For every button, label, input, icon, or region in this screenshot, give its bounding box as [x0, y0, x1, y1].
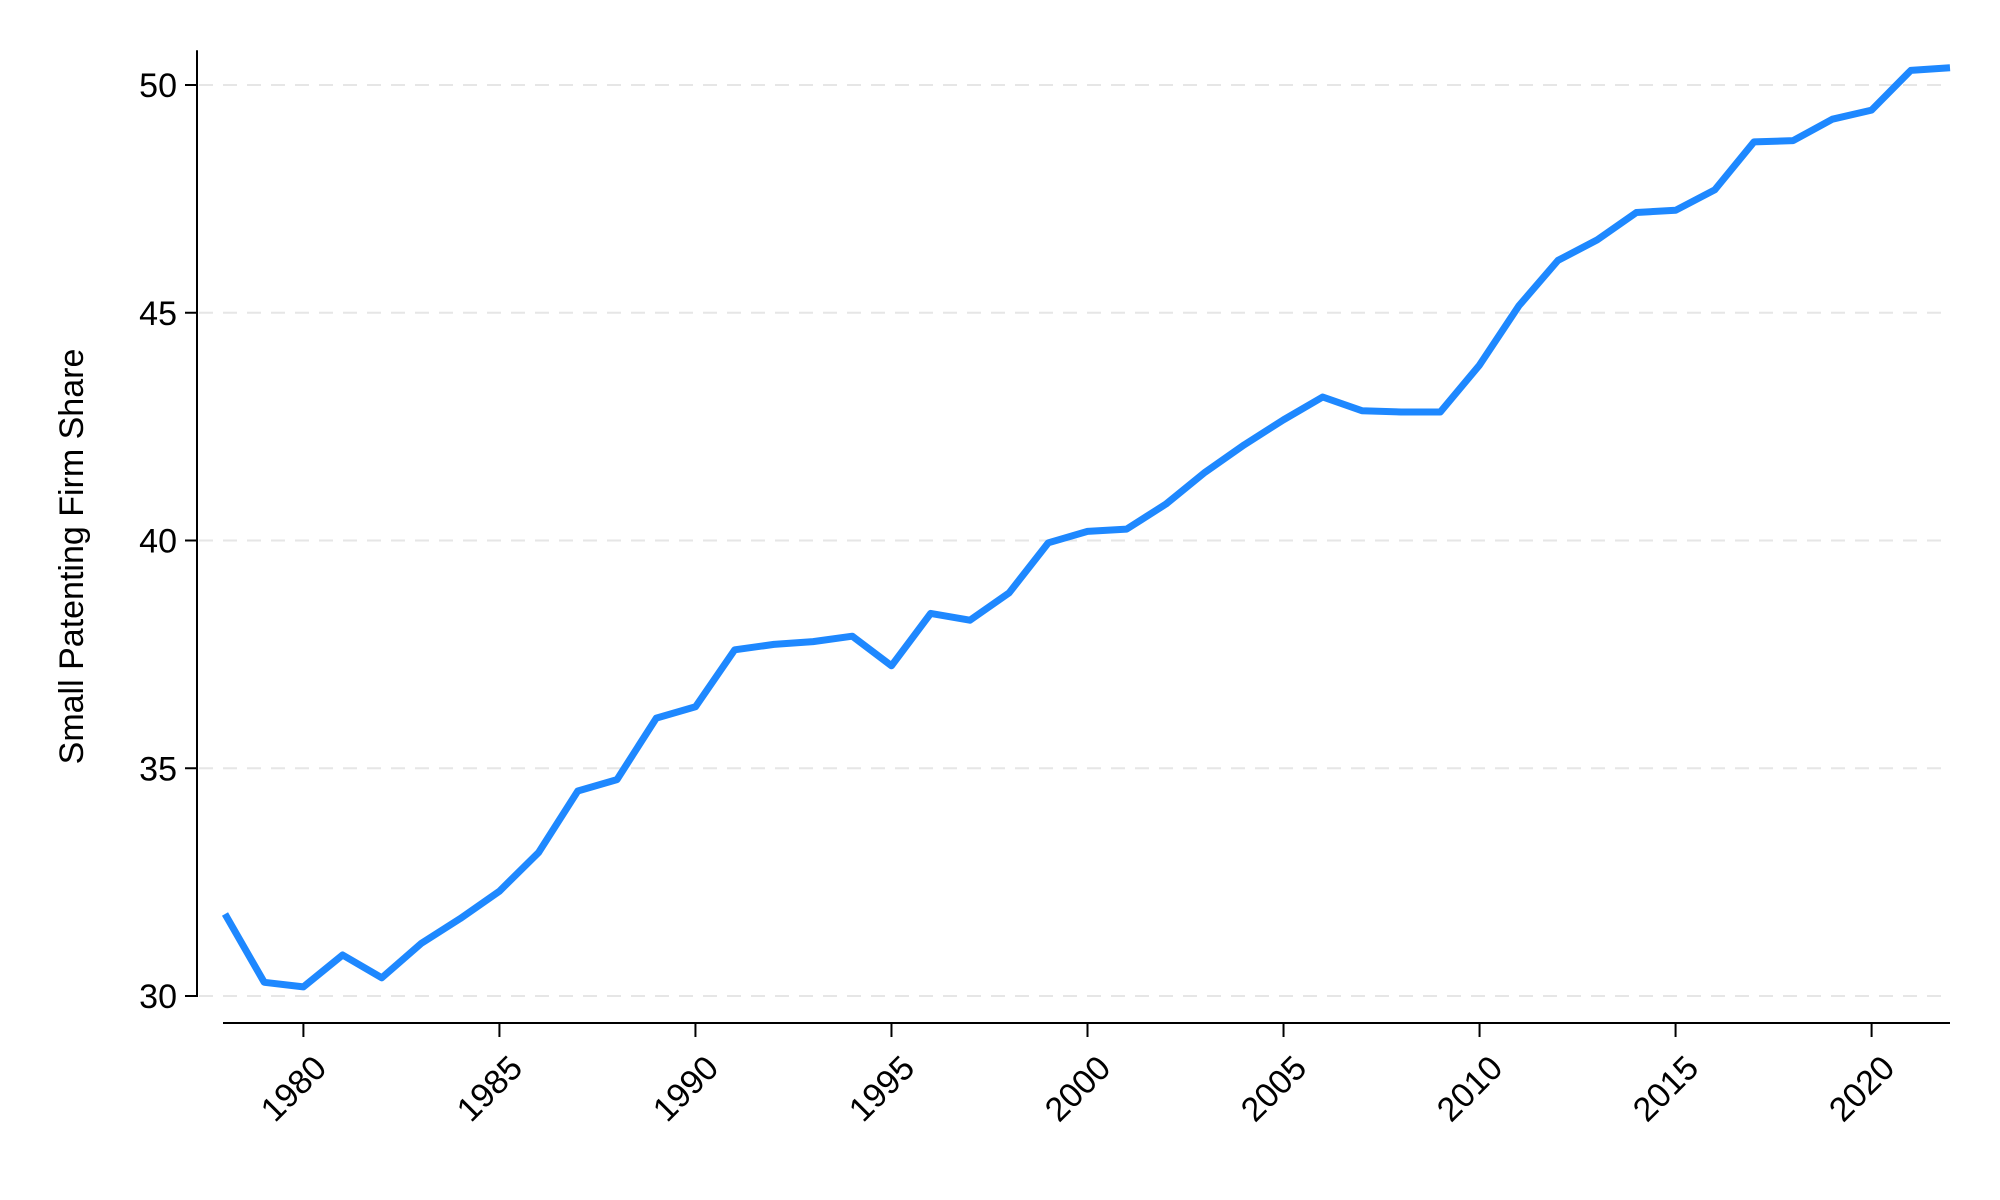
x-tick-label: 1995 [842, 1049, 922, 1129]
x-tick-label: 2000 [1038, 1049, 1118, 1129]
y-axis-title: Small Patenting Firm Share [53, 349, 91, 765]
x-tick-label: 1990 [646, 1049, 726, 1129]
y-tick-label: 45 [139, 295, 177, 333]
x-axis-ticks: 1980 1985 1990 1995 2000 2005 2010 2015 2020 [254, 1023, 1902, 1129]
grid-lines [199, 84, 1950, 997]
x-tick-label: 1980 [254, 1049, 334, 1129]
y-tick-label: 35 [139, 750, 177, 788]
x-tick-label: 2005 [1234, 1049, 1314, 1129]
series-layer [221, 64, 1951, 991]
x-tick-label: 2010 [1430, 1049, 1510, 1129]
series-line-0 [221, 64, 1951, 991]
x-tick-label: 1985 [450, 1049, 530, 1129]
x-tick-label: 2015 [1626, 1049, 1706, 1129]
y-tick-label: 30 [139, 978, 177, 1016]
y-tick-label: 50 [139, 67, 177, 105]
y-axis-ticks: 30 35 40 45 50 [139, 67, 197, 1016]
y-tick-label: 40 [139, 523, 177, 561]
x-tick-label: 2020 [1822, 1049, 1902, 1129]
